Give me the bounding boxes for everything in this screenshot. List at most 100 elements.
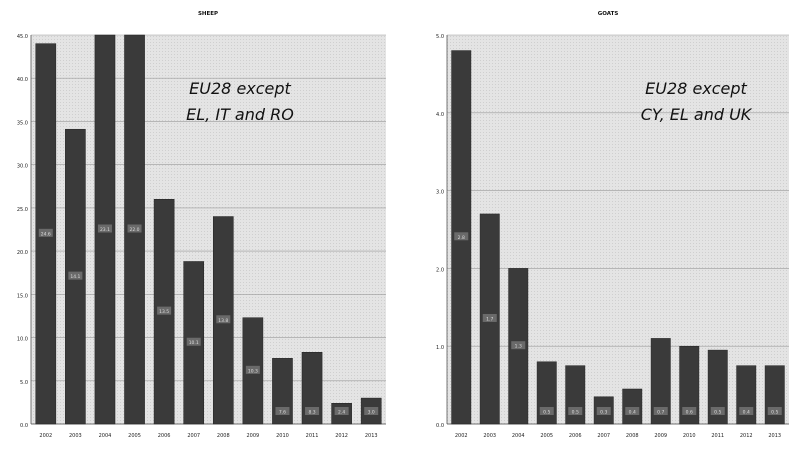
sheep-bar-label: 10.1 bbox=[189, 340, 199, 346]
sheep-bar-label-bg bbox=[38, 228, 53, 237]
goats-bar-label-bg bbox=[596, 407, 611, 415]
sheep-ytick-label: 10.0 bbox=[17, 337, 28, 343]
goats-bar bbox=[622, 388, 643, 425]
sheep-bar-label: 13.5 bbox=[159, 309, 169, 315]
sheep-ytick-label: 25.0 bbox=[17, 207, 28, 213]
goats-ytick-label: 1.0 bbox=[436, 345, 444, 351]
goats-bar bbox=[679, 345, 700, 425]
sheep-ytick-label: 30.0 bbox=[17, 164, 28, 170]
goats-bar-label-bg bbox=[454, 232, 469, 241]
goats-title: GOATS bbox=[598, 11, 619, 17]
sheep-bar-label-bg bbox=[305, 407, 320, 415]
sheep-xtick-label: 2007 bbox=[187, 433, 200, 439]
goats-annotation: CY, EL and UK bbox=[641, 105, 753, 124]
sheep-bar-label: 24.6 bbox=[41, 231, 51, 237]
goats-xtick-label: 2004 bbox=[512, 433, 525, 439]
goats-bar-label: 0.4 bbox=[743, 410, 750, 416]
sheep-bar-label: 7.6 bbox=[279, 410, 286, 416]
goats-bar-label-bg bbox=[653, 407, 668, 415]
sheep-bar-label: 22.0 bbox=[130, 227, 140, 233]
goats-bar-label: 0.5 bbox=[714, 410, 721, 416]
sheep-ytick-label: 5.0 bbox=[20, 380, 28, 386]
sheep-xtick-label: 2012 bbox=[335, 433, 348, 439]
sheep-xtick-label: 2003 bbox=[69, 433, 82, 439]
goats-bar-label: 0.7 bbox=[657, 410, 664, 416]
goats-bar-label: 1.3 bbox=[515, 344, 522, 350]
sheep-xtick-label: 2011 bbox=[306, 433, 319, 439]
goats-bar-label-bg bbox=[739, 407, 754, 415]
sheep-bar-label-bg bbox=[157, 306, 172, 315]
goats-annotation: EU28 except bbox=[645, 79, 747, 98]
goats-bar-label: 0.5 bbox=[771, 410, 778, 416]
sheep-xtick-label: 2005 bbox=[128, 433, 141, 439]
sheep-bar-label: 3.0 bbox=[368, 410, 375, 416]
sheep-annotation: EU28 except bbox=[189, 79, 291, 98]
sheep-bar-label-bg bbox=[97, 224, 112, 233]
goats-bar-label-bg bbox=[625, 407, 640, 415]
sheep-xtick-label: 2013 bbox=[365, 433, 378, 439]
goats-ytick-label: 4.0 bbox=[436, 112, 444, 118]
goats-bar-label: 0.4 bbox=[629, 410, 636, 416]
goats-bar-label: 0.3 bbox=[600, 410, 607, 416]
goats-ytick-label: 0.0 bbox=[436, 423, 444, 429]
goats-plot-area bbox=[447, 35, 789, 424]
sheep-bar-label-bg bbox=[216, 315, 231, 324]
sheep-chart: 0.0 5.0 10.0 15.0 20.0 25.0 30.0 35.0 40.0 45.0 24… bbox=[17, 11, 386, 439]
sheep-xtick-label: 2008 bbox=[217, 433, 230, 439]
goats-bar-label-bg bbox=[682, 407, 697, 415]
goats-bar-label-bg bbox=[511, 341, 526, 350]
sheep-bar bbox=[301, 352, 323, 425]
sheep-xtick-label: 2009 bbox=[247, 433, 260, 439]
sheep-bar-label: 2.4 bbox=[338, 410, 345, 416]
goats-bar-label: 0.5 bbox=[572, 410, 579, 416]
sheep-bar-label: 14.1 bbox=[70, 274, 80, 280]
goats-bar-label-bg bbox=[482, 313, 497, 322]
goats-xtick-label: 2008 bbox=[626, 433, 639, 439]
sheep-ytick-label: 45.0 bbox=[17, 34, 28, 40]
sheep-title: SHEEP bbox=[198, 11, 218, 17]
sheep-xtick-label: 2004 bbox=[99, 433, 112, 439]
goats-ytick-label: 3.0 bbox=[436, 190, 444, 196]
goats-bar-label: 0.5 bbox=[543, 410, 550, 416]
goats-xtick-label: 2012 bbox=[740, 433, 753, 439]
sheep-annotation: EL, IT and RO bbox=[186, 105, 294, 124]
sheep-bar-label-bg bbox=[68, 271, 83, 280]
goats-xtick-label: 2009 bbox=[654, 433, 667, 439]
goats-xtick-label: 2003 bbox=[483, 433, 496, 439]
sheep-bar-label-bg bbox=[245, 365, 260, 374]
goats-xtick-label: 2010 bbox=[683, 433, 696, 439]
sheep-plot-area bbox=[31, 35, 386, 424]
goats-chart: 0.0 1.0 2.0 3.0 4.0 5.0 2.8 2002 1.7 2003 1.3 2004 0… bbox=[436, 11, 789, 439]
sheep-xtick-label: 2002 bbox=[39, 433, 52, 439]
sheep-bar-label-bg bbox=[275, 407, 290, 415]
sheep-ytick-label: 20.0 bbox=[17, 250, 28, 256]
goats-xtick-label: 2002 bbox=[455, 433, 468, 439]
sheep-bar-label: 8.3 bbox=[308, 410, 315, 416]
goats-bar-label-bg bbox=[710, 407, 725, 415]
goats-ytick-label: 2.0 bbox=[436, 267, 444, 273]
sheep-bar-label: 13.8 bbox=[218, 318, 228, 324]
goats-bar bbox=[650, 338, 671, 425]
goats-xtick-label: 2011 bbox=[711, 433, 724, 439]
sheep-ytick-label: 35.0 bbox=[17, 120, 28, 126]
goats-bar-label: 1.7 bbox=[486, 316, 493, 322]
goats-bar-label-bg bbox=[568, 407, 583, 415]
sheep-bar-label-bg bbox=[334, 407, 349, 415]
goats-xtick-label: 2013 bbox=[768, 433, 781, 439]
goats-xtick-label: 2006 bbox=[569, 433, 582, 439]
goats-bar-label: 2.8 bbox=[458, 235, 465, 241]
sheep-bar-label-bg bbox=[364, 407, 379, 415]
goats-bar-label-bg bbox=[539, 407, 554, 415]
goats-ytick-label: 5.0 bbox=[436, 34, 444, 40]
goats-bar-label-bg bbox=[767, 407, 782, 415]
sheep-bar-label-bg bbox=[127, 224, 142, 233]
sheep-bar-label: 10.3 bbox=[248, 368, 258, 374]
goats-xtick-label: 2007 bbox=[597, 433, 610, 439]
sheep-ytick-label: 15.0 bbox=[17, 293, 28, 299]
sheep-bar-label: 23.1 bbox=[100, 227, 110, 233]
goats-xtick-label: 2005 bbox=[540, 433, 553, 439]
goats-bar bbox=[707, 349, 728, 425]
sheep-xtick-label: 2006 bbox=[158, 433, 171, 439]
